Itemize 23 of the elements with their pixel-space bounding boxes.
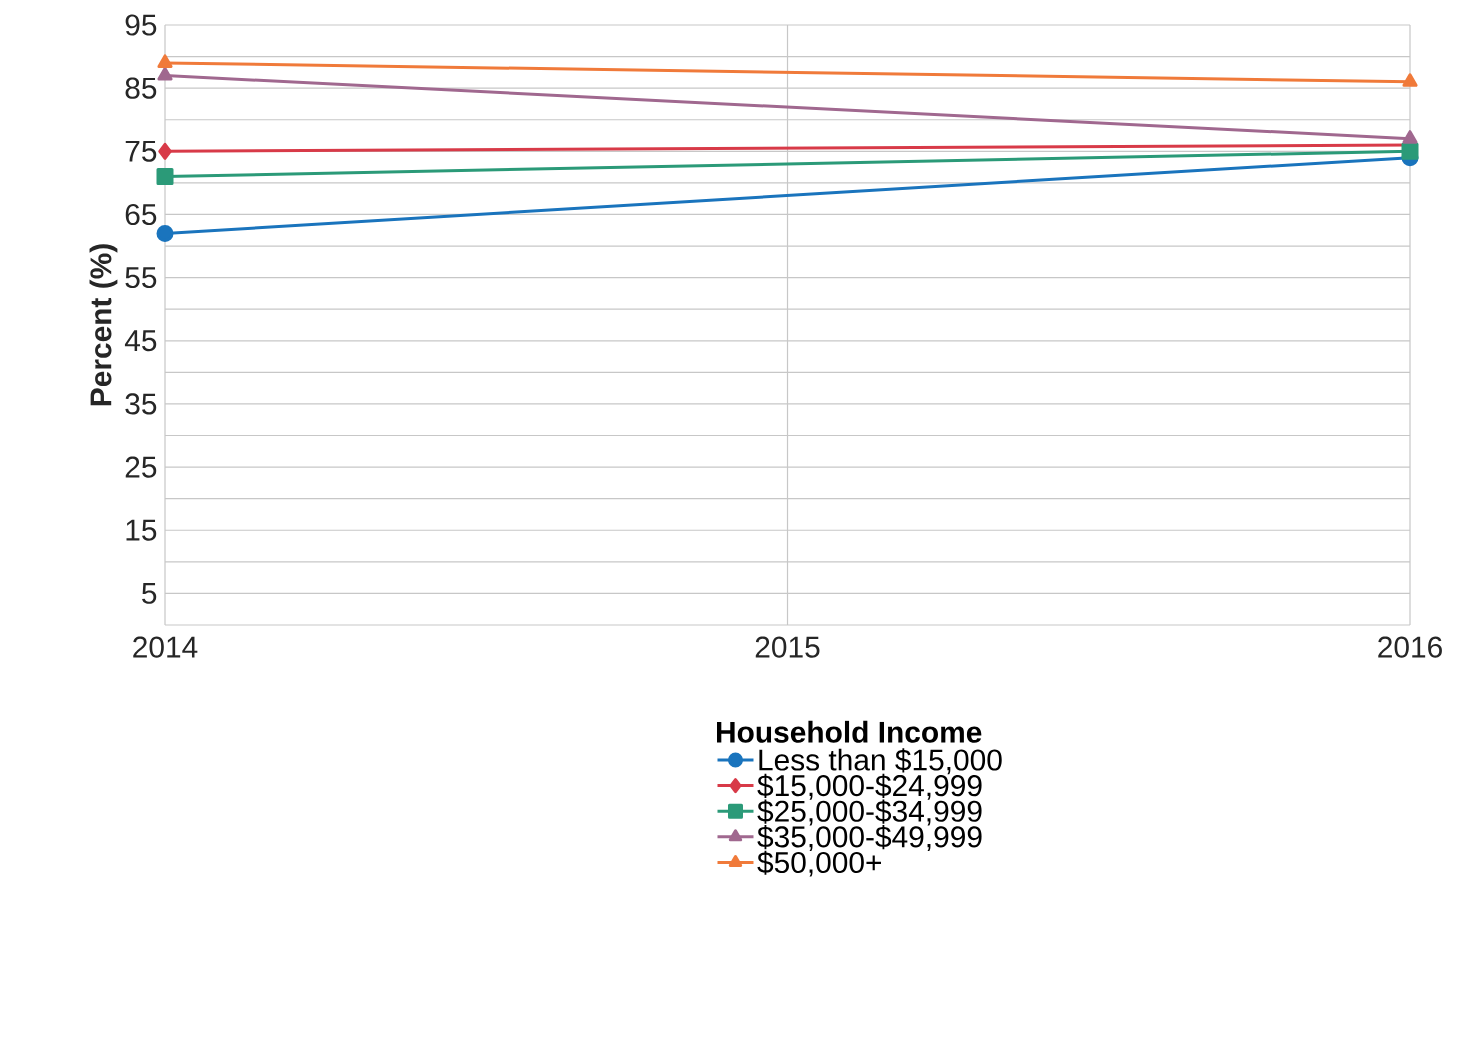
x-tick-label: 2015 (755, 636, 820, 658)
x-tick-label: 2016 (1378, 636, 1442, 658)
y-tick-label: 55 (125, 267, 157, 289)
legend-title: Household Income (717, 720, 982, 743)
y-tick-label: 35 (125, 393, 157, 415)
y-tick-label: 65 (125, 203, 157, 226)
legend-label: $15,000-$24,999 (757, 773, 982, 800)
point (1401, 142, 1419, 160)
point (158, 142, 172, 160)
point (156, 168, 174, 186)
legend-label: $25,000-$34,999 (757, 799, 982, 826)
y-tick-label: 75 (125, 140, 157, 162)
y-tick-label: 15 (126, 519, 157, 541)
legend-label: $35,000-$49,999 (757, 825, 982, 851)
point (156, 224, 174, 242)
y-tick-label: 25 (125, 456, 157, 478)
y-tick-label: 45 (124, 330, 157, 352)
legend-label: $50,000+ (757, 850, 881, 877)
y-tick-label: 95 (125, 14, 157, 36)
x-tick-label: 2014 (133, 636, 198, 658)
y-tick-label: 5 (142, 582, 157, 604)
y-tick-label: 85 (125, 77, 157, 99)
y-axis-title: Percent (%) (89, 244, 118, 406)
